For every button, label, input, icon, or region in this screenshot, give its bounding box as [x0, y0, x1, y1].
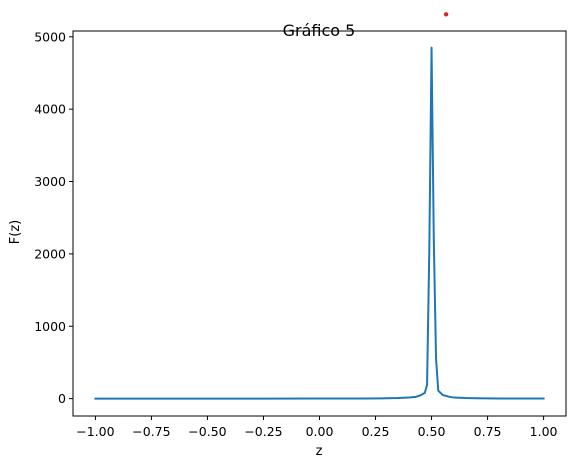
x-tick-label: −0.50	[188, 424, 226, 439]
x-tick-label: 0.50	[418, 424, 446, 439]
x-tick-label: 0.75	[474, 424, 502, 439]
x-tick-label: −0.25	[244, 424, 282, 439]
y-tick-label: 1000	[34, 319, 66, 334]
x-tick-label: −0.75	[132, 424, 170, 439]
y-tick-label: 3000	[34, 174, 66, 189]
x-axis-label: z	[316, 444, 323, 459]
plot-area: −1.00 −0.75 −0.50 −0.25 0.00 0.25 0.50 0.75 1.00…	[34, 12, 566, 439]
y-axis-label: F(z)	[8, 220, 23, 244]
y-tick-label: 0	[58, 391, 66, 406]
y-tick-label: 5000	[34, 29, 66, 44]
x-tick-label: −1.00	[76, 424, 114, 439]
y-tick-label: 4000	[34, 102, 66, 117]
y-tick-label: 2000	[34, 246, 66, 261]
x-tick-label: 0.25	[362, 424, 390, 439]
series-line-0	[95, 48, 543, 399]
x-tick-label: 1.00	[530, 424, 558, 439]
axes-frame	[73, 31, 566, 416]
x-tick-label: 0.00	[306, 424, 334, 439]
red-point-marker	[444, 12, 448, 16]
